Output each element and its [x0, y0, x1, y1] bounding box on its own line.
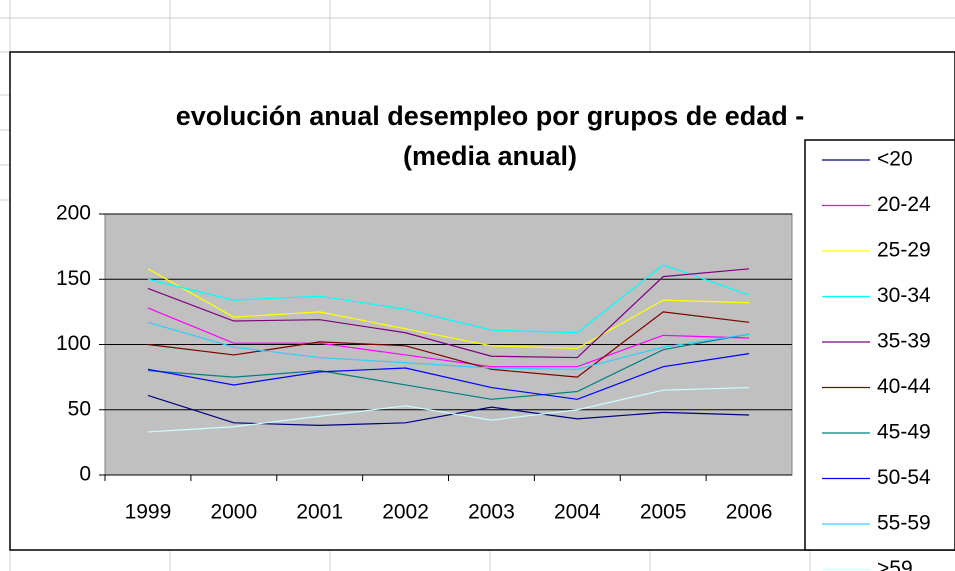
series-line — [147, 307, 750, 368]
legend-label: 30-34 — [877, 284, 931, 307]
x-tick-label: 2003 — [468, 501, 515, 524]
series-line — [147, 268, 750, 359]
series-line — [147, 333, 750, 400]
legend-label: <20 — [877, 148, 913, 171]
legend-label: 25-29 — [877, 239, 931, 262]
legend-label: 20-24 — [877, 193, 931, 216]
series-line — [147, 386, 750, 433]
series-line — [147, 268, 750, 350]
x-tick-label: 2001 — [296, 501, 343, 524]
chart-title: (media anual) — [403, 141, 577, 171]
legend-label: 35-39 — [877, 330, 931, 353]
x-tick-label: 1999 — [125, 501, 172, 524]
series-line — [147, 353, 750, 400]
legend-label: 50-54 — [877, 466, 931, 489]
x-tick-label: 2006 — [726, 501, 773, 524]
series-line — [147, 321, 750, 370]
legend-label: 45-49 — [877, 421, 931, 444]
y-tick-label: 200 — [56, 202, 91, 225]
x-tick-label: 2005 — [640, 501, 687, 524]
series-line — [147, 311, 750, 378]
y-tick-label: 0 — [79, 463, 91, 486]
x-tick-label: 2000 — [210, 501, 257, 524]
x-tick-label: 2002 — [382, 501, 429, 524]
series-line — [147, 394, 750, 427]
y-tick-label: 100 — [56, 332, 91, 355]
chart-title: evolución anual desempleo por grupos de … — [176, 101, 805, 131]
legend — [804, 139, 955, 551]
y-tick-label: 150 — [56, 267, 91, 290]
legend-label: 55-59 — [877, 512, 931, 535]
legend-label: >59 — [877, 557, 913, 571]
legend-label: 40-44 — [877, 375, 931, 398]
x-tick-label: 2004 — [554, 501, 601, 524]
series-line — [147, 264, 750, 334]
y-tick-label: 50 — [68, 397, 91, 420]
